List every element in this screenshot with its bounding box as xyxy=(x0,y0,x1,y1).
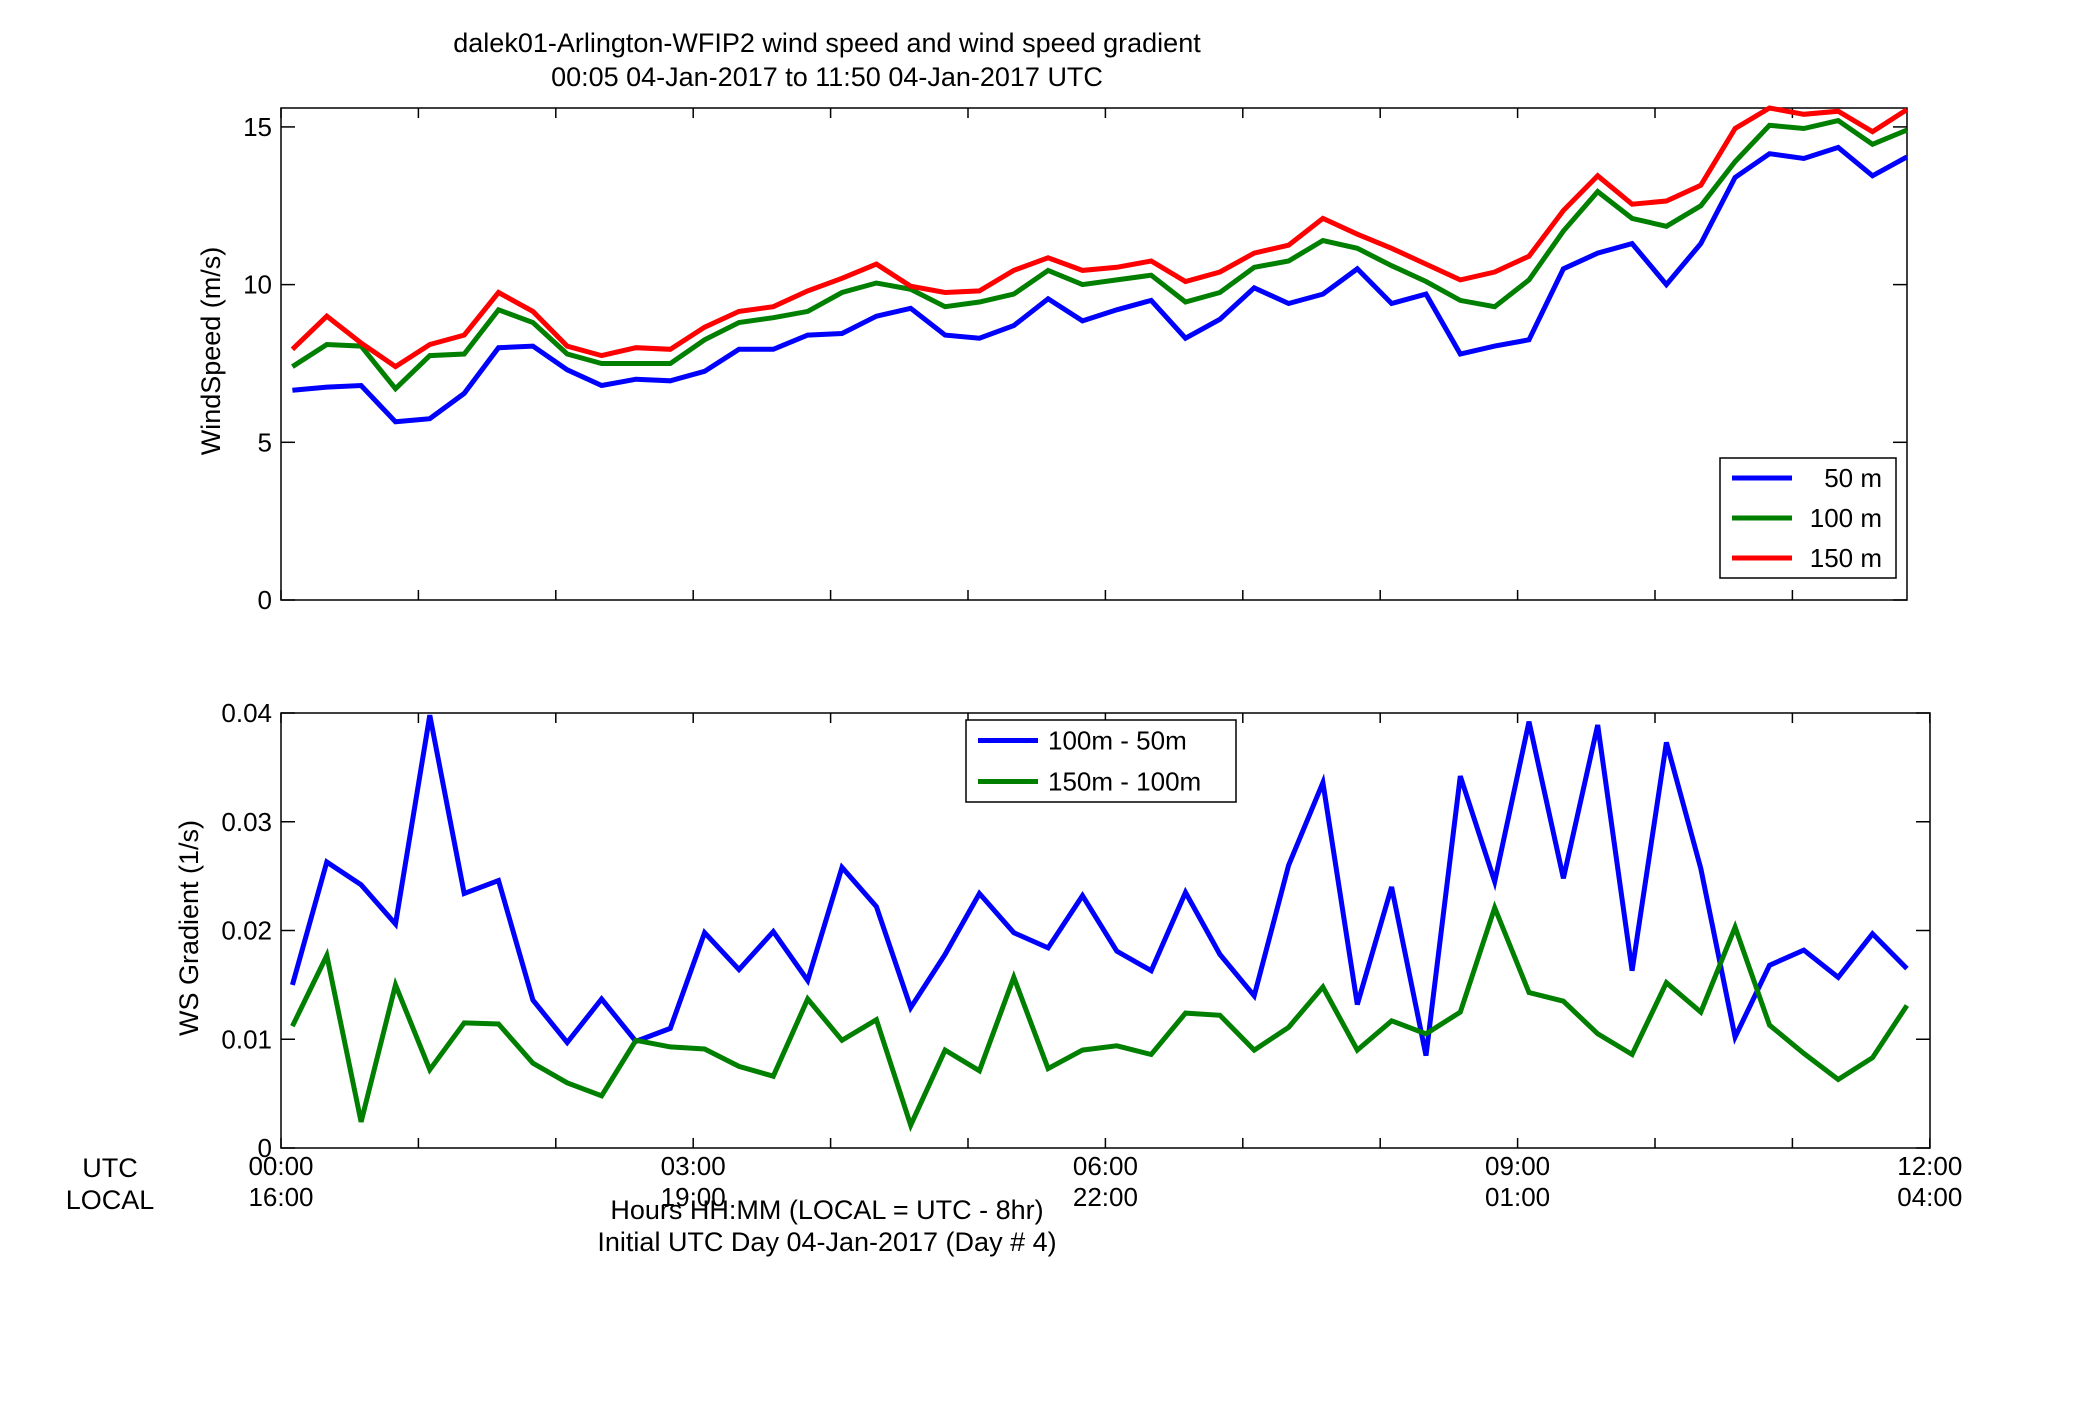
legend: 50 m 100 m 150 m xyxy=(1719,457,1897,579)
local-row-label: LOCAL xyxy=(66,1185,155,1215)
legend: 100m - 50m 150m - 100m xyxy=(965,719,1237,803)
x-tick-label-utc: 06:00 xyxy=(1073,1151,1138,1181)
x-tick-label-utc: 12:00 xyxy=(1897,1151,1962,1181)
legend-entry: 50 m xyxy=(1824,463,1882,493)
x-tick-label-utc: 09:00 xyxy=(1485,1151,1550,1181)
y-tick-label: 10 xyxy=(243,270,272,300)
x-tick-label-local: 16:00 xyxy=(248,1182,313,1212)
y-tick-label: 0.04 xyxy=(221,698,272,728)
gradient-panel: 0 0.01 0.02 0.03 0.04 100m - 50m 150m - 100m xyxy=(221,698,1931,1163)
series-line xyxy=(292,144,1909,425)
y-tick-label: 0 xyxy=(258,1133,272,1163)
series-line xyxy=(290,900,1909,1133)
x-tick-label-local: 04:00 xyxy=(1897,1182,1962,1212)
utc-row-label: UTC xyxy=(82,1153,138,1183)
plot-frame xyxy=(280,107,1908,601)
y-tick-label: 0.01 xyxy=(221,1024,272,1054)
x-tick-label-local: 22:00 xyxy=(1073,1182,1138,1212)
y-tick-label: 0 xyxy=(258,585,272,615)
x-tick-label-utc: 03:00 xyxy=(661,1151,726,1181)
y-tick-label: 15 xyxy=(243,112,272,142)
legend-entry: 150 m xyxy=(1810,543,1882,573)
x-tick-label-local: 19:00 xyxy=(661,1182,726,1212)
y-tick-label: 0.02 xyxy=(221,916,272,946)
windspeed-panel: 0 5 10 15 50 m 100 m 150 m xyxy=(243,105,1909,615)
legend-entry: 150m - 100m xyxy=(1048,767,1201,797)
series-line xyxy=(289,714,1909,1057)
xaxis-label-line2: Initial UTC Day 04-Jan-2017 (Day # 4) xyxy=(597,1227,1056,1257)
series-line xyxy=(290,105,1909,370)
y-tick-label: 0.03 xyxy=(221,807,272,837)
series-line xyxy=(291,117,1908,393)
xaxis-label-line1: Hours HH:MM (LOCAL = UTC - 8hr) xyxy=(610,1195,1043,1225)
legend-box xyxy=(965,719,1237,803)
gradient-ylabel: WS Gradient (1/s) xyxy=(174,820,204,1036)
x-tick-label-local: 01:00 xyxy=(1485,1182,1550,1212)
windspeed-ylabel: WindSpeed (m/s) xyxy=(196,247,226,456)
legend-entry: 100 m xyxy=(1810,503,1882,533)
legend-entry: 100m - 50m xyxy=(1048,726,1187,756)
chart-title-line2: 00:05 04-Jan-2017 to 11:50 04-Jan-2017 U… xyxy=(551,62,1103,92)
x-tick-label-utc: 00:00 xyxy=(248,1151,313,1181)
chart-title-line1: dalek01-Arlington-WFIP2 wind speed and w… xyxy=(453,28,1201,58)
y-tick-label: 5 xyxy=(258,427,272,457)
